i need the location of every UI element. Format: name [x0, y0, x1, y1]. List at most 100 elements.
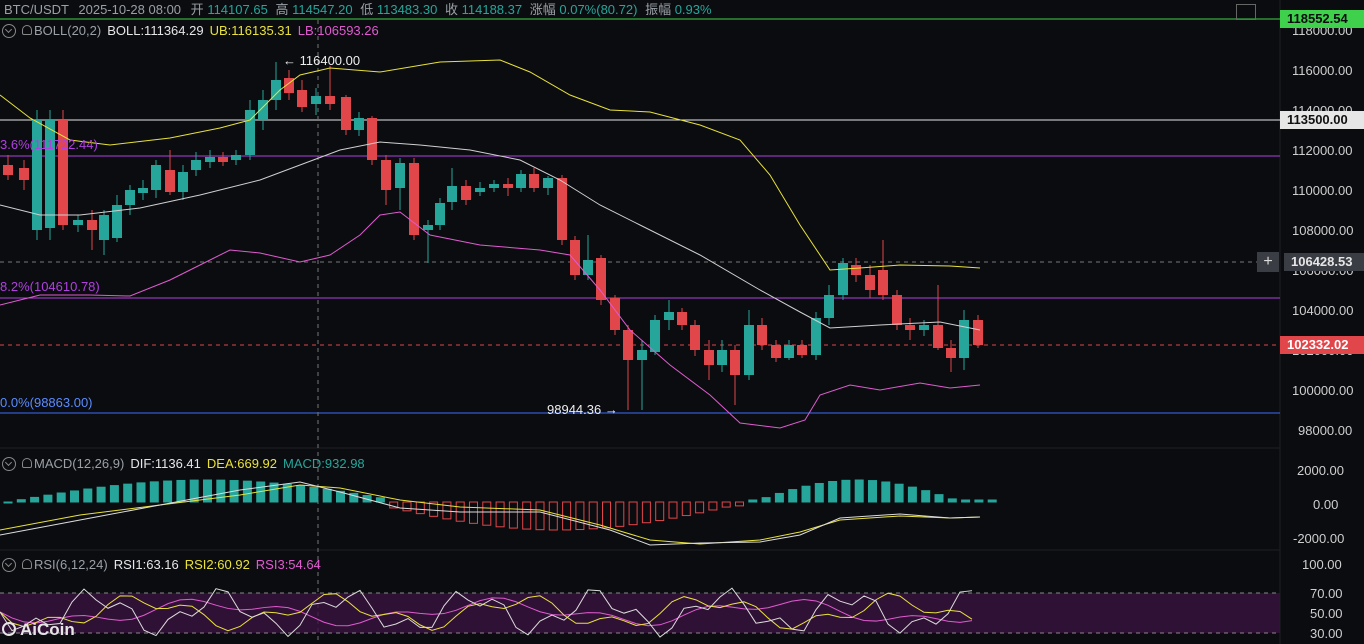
- macd-bar: [482, 501, 492, 526]
- macd-bar: [602, 501, 611, 529]
- macd-bar: [774, 492, 784, 503]
- macd-bar: [322, 488, 332, 503]
- candle-body: [151, 165, 161, 190]
- macd-bar: [655, 501, 665, 522]
- high-marker: ← 116400.00: [283, 53, 361, 68]
- candle-body: [87, 220, 97, 230]
- boll-upper-line: [0, 59, 981, 271]
- macd-bar: [56, 492, 66, 503]
- alert-icon[interactable]: [22, 559, 32, 569]
- aicoin-logo: AiCoin: [2, 620, 75, 640]
- macd-bar: [814, 482, 824, 503]
- alert-icon[interactable]: [22, 25, 32, 35]
- macd-legend: MACD(12,26,9) DIF:1136.41 DEA:669.92 MAC…: [2, 456, 365, 471]
- macd-bar: [189, 479, 199, 503]
- macd-bar: [615, 501, 625, 527]
- candle-body: [704, 350, 714, 365]
- macd-bar: [961, 499, 971, 503]
- macd-bar: [149, 481, 159, 503]
- boll-legend: BOLL(20,2) BOLL:111364.29 UB:116135.31 L…: [2, 23, 379, 38]
- collapse-icon[interactable]: [2, 456, 16, 471]
- current-price-tag: 102332.02: [1280, 336, 1364, 354]
- datetime: 2025-10-28 08:00: [78, 2, 182, 17]
- rsi1-line: [0, 587, 973, 638]
- candle-body: [784, 345, 794, 358]
- macd-bar: [934, 494, 944, 503]
- candle-body: [475, 188, 485, 192]
- candle-body: [409, 163, 419, 235]
- candle-body: [205, 157, 215, 162]
- macd-bar: [721, 501, 731, 508]
- low-value: 113483.30: [376, 2, 438, 17]
- candle-body: [730, 350, 740, 375]
- macd-bar: [748, 499, 758, 503]
- macd-bar: [575, 501, 585, 531]
- macd-bar: [269, 482, 279, 503]
- price-axis-label: 108000.00: [1292, 223, 1354, 238]
- candle-body: [919, 325, 929, 330]
- macd-bar: [921, 490, 931, 503]
- candle-body: [19, 168, 29, 180]
- add-line-icon[interactable]: +: [1257, 252, 1279, 272]
- candle-body: [596, 258, 606, 300]
- macd-bar: [735, 501, 744, 507]
- candle-body: [58, 120, 68, 225]
- candle-body: [165, 170, 175, 192]
- candle-body: [905, 325, 915, 330]
- macd-bar: [841, 479, 851, 503]
- candle-body: [73, 220, 83, 225]
- candle-body: [447, 186, 457, 202]
- macd-bar: [242, 480, 252, 503]
- macd-bar: [282, 483, 292, 503]
- macd-bar: [761, 497, 771, 503]
- candle-body: [664, 312, 674, 320]
- fullscreen-icon[interactable]: [1236, 4, 1256, 20]
- alert-icon[interactable]: [22, 458, 32, 468]
- macd-bar: [907, 486, 917, 503]
- macd-bar: [469, 501, 478, 524]
- candle-body: [381, 160, 391, 190]
- candle-body: [637, 350, 647, 360]
- rsi-axis-50: 50.00: [1310, 606, 1343, 621]
- macd-bar: [854, 479, 864, 503]
- candle-body: [851, 265, 861, 275]
- symbol: BTC/USDT: [4, 2, 69, 17]
- macd-bar: [588, 501, 598, 530]
- collapse-icon[interactable]: [2, 557, 16, 572]
- candle-body: [838, 263, 848, 295]
- candle-body: [583, 260, 593, 275]
- rsi2-line: [0, 592, 973, 632]
- macd-bar: [974, 499, 984, 503]
- macd-bar: [415, 501, 425, 515]
- macd-bar: [522, 501, 532, 530]
- candle-body: [423, 225, 433, 230]
- candle-body: [557, 178, 567, 240]
- macd-bar: [495, 501, 505, 528]
- macd-axis-0: 0.00: [1313, 497, 1339, 512]
- rsi1: RSI1:63.16: [113, 557, 179, 572]
- rsi-axis-70: 70.00: [1310, 586, 1343, 601]
- macd-bar: [708, 501, 718, 511]
- macd-bar: [336, 490, 345, 503]
- candle-body: [933, 325, 943, 348]
- candle-body: [461, 186, 471, 200]
- candle-body: [178, 172, 188, 192]
- candle-body: [99, 215, 109, 240]
- macd-bar: [216, 479, 226, 503]
- candle-body: [744, 325, 754, 375]
- candle-body: [892, 295, 902, 325]
- boll-lower-line: [0, 211, 981, 429]
- candle-body: [271, 80, 281, 100]
- rsi-axis-30: 30.00: [1310, 626, 1343, 641]
- collapse-icon[interactable]: [2, 23, 16, 38]
- macd-dif-line: [0, 481, 981, 546]
- crosshair-price-tag: 106428.53: [1284, 253, 1364, 271]
- macd-bar: [894, 483, 904, 503]
- macd-dea-line: [0, 484, 981, 545]
- high-value: 114547.20: [292, 2, 353, 17]
- candle-body: [677, 312, 687, 325]
- macd-bar: [163, 480, 173, 503]
- macd-bar: [881, 481, 891, 503]
- open-value: 114107.65: [207, 2, 268, 17]
